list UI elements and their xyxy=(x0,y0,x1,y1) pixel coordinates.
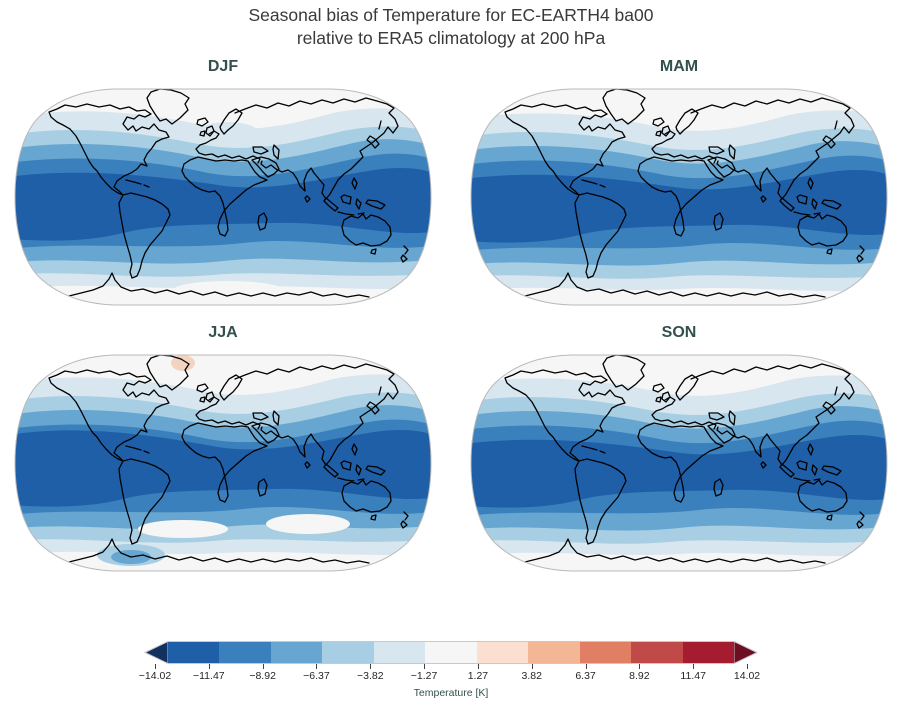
colorbar-segment xyxy=(476,642,529,663)
world-map-mam xyxy=(470,88,888,306)
colorbar-tick-label: 14.02 xyxy=(733,670,761,682)
colorbar-segment xyxy=(579,642,632,663)
colorbar-tick-mark xyxy=(316,664,318,669)
colorbar-segment xyxy=(631,642,683,663)
colorbar-segment xyxy=(219,642,271,663)
colorbar-tick-mark xyxy=(208,664,210,669)
colorbar-tick-label: −14.02 xyxy=(138,670,172,682)
panel-title-son: SON xyxy=(661,324,697,341)
colorbar-tick-mark xyxy=(585,664,587,669)
colorbar-segment xyxy=(425,642,477,663)
panel-title-mam: MAM xyxy=(659,58,699,75)
colorbar-segment xyxy=(322,642,374,663)
colorbar-tick-label: −6.37 xyxy=(303,670,330,682)
colorbar-tick-label: 3.82 xyxy=(521,670,542,682)
colorbar-tick-mark xyxy=(477,664,479,669)
colorbar-ticks: −14.02 −11.47 −8.92 −6.37 −3.82 −1.27 1.27 3.82… xyxy=(139,664,760,686)
panel-son: SON xyxy=(469,324,889,577)
colorbar-tick-label: −3.82 xyxy=(356,670,384,682)
colorbar-segment xyxy=(373,642,426,663)
colorbar-tick-label: 6.37 xyxy=(575,670,596,682)
colorbar-tick-mark xyxy=(693,664,695,669)
colorbar-tick-mark xyxy=(531,664,533,669)
colorbar-tick-mark xyxy=(639,664,641,669)
colorbar-body xyxy=(168,641,734,664)
panel-title-djf: DJF xyxy=(207,58,239,75)
colorbar-tick-label: −1.27 xyxy=(410,670,438,682)
colorbar-tick-label: −11.47 xyxy=(192,670,225,682)
world-map-jja xyxy=(14,354,432,572)
colorbar-tick-mark xyxy=(424,664,426,669)
colorbar-tick-label: 8.92 xyxy=(629,670,650,682)
colorbar-under-arrow-icon xyxy=(144,641,168,664)
panel-title-jja: JJA xyxy=(208,324,238,341)
colorbar-tick-label: 11.47 xyxy=(680,670,706,682)
colorbar-tick-mark xyxy=(747,664,748,669)
colorbar-tick-label: 1.27 xyxy=(467,670,489,682)
colorbar-segment xyxy=(270,642,323,663)
colorbar-tick-mark xyxy=(155,664,156,669)
colorbar-segment xyxy=(168,642,220,663)
colorbar-tick-mark xyxy=(370,664,372,669)
world-map-djf xyxy=(14,88,432,306)
panel-djf: DJF xyxy=(13,58,433,311)
world-map-son xyxy=(470,354,888,572)
figure-title-line2: relative to ERA5 climatology at 200 hPa xyxy=(296,28,606,48)
colorbar-tick-mark xyxy=(262,664,264,669)
colorbar: −14.02 −11.47 −8.92 −6.37 −3.82 −1.27 1.27 3.82… xyxy=(131,641,771,699)
colorbar-segment xyxy=(528,642,580,663)
colorbar-tick-label: −8.92 xyxy=(249,670,276,682)
panel-jja: JJA xyxy=(13,324,433,577)
panel-grid: DJF MAM JJA xyxy=(13,58,889,577)
colorbar-over-arrow-icon xyxy=(734,641,758,664)
colorbar-label: Temperature [K] xyxy=(413,687,489,699)
figure-title-line1: Seasonal bias of Temperature for EC-EART… xyxy=(248,5,654,25)
colorbar-segment xyxy=(682,642,734,663)
figure-title: Seasonal bias of Temperature for EC-EART… xyxy=(0,4,902,50)
panel-mam: MAM xyxy=(469,58,889,311)
